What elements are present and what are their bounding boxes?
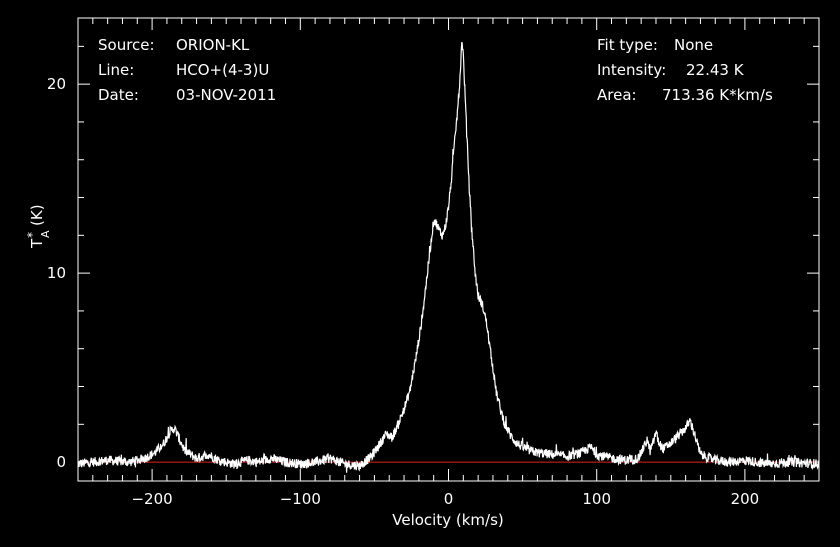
x-tick-label: 0 bbox=[444, 490, 454, 508]
ticks-layer: −200 −100 0 100 200 0 10 20 bbox=[47, 18, 820, 508]
x-tick-label: −100 bbox=[280, 490, 321, 508]
y-tick-label: 20 bbox=[47, 75, 66, 93]
fit-type-value: None bbox=[674, 36, 713, 54]
x-tick-label: 100 bbox=[582, 490, 611, 508]
source-value: ORION-KL bbox=[176, 36, 250, 54]
y-axis-label-sup: * bbox=[25, 232, 39, 238]
y-axis-label-sub: A bbox=[39, 230, 52, 238]
y-axis-label: T * A (K) bbox=[25, 204, 52, 249]
area-label: Area: bbox=[597, 86, 637, 104]
plot-frame bbox=[77, 17, 820, 482]
y-axis-label-unit: (K) bbox=[28, 204, 46, 226]
intensity-value: 22.43 K bbox=[686, 61, 745, 79]
fit-type-label: Fit type: bbox=[597, 36, 658, 54]
spectrum-line bbox=[77, 41, 820, 473]
x-tick-label: −200 bbox=[131, 490, 172, 508]
line-label: Line: bbox=[98, 61, 134, 79]
area-value: 713.36 K*km/s bbox=[662, 86, 773, 104]
x-tick-label: 200 bbox=[731, 490, 760, 508]
y-axis-label-main: T bbox=[28, 238, 46, 249]
date-label: Date: bbox=[98, 86, 139, 104]
x-axis-label: Velocity (km/s) bbox=[392, 511, 503, 529]
line-value: HCO+(4-3)U bbox=[176, 61, 269, 79]
y-tick-label: 0 bbox=[56, 453, 66, 471]
intensity-label: Intensity: bbox=[597, 61, 666, 79]
date-value: 03-NOV-2011 bbox=[176, 86, 276, 104]
y-tick-label: 10 bbox=[47, 264, 66, 282]
source-label: Source: bbox=[98, 36, 155, 54]
